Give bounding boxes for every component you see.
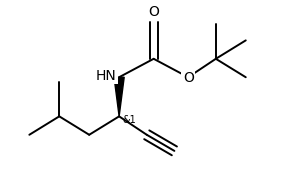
Text: &1: &1 [123, 115, 136, 125]
Text: HN: HN [96, 69, 117, 83]
Text: O: O [183, 71, 194, 85]
Polygon shape [114, 77, 124, 116]
Text: O: O [148, 5, 159, 19]
